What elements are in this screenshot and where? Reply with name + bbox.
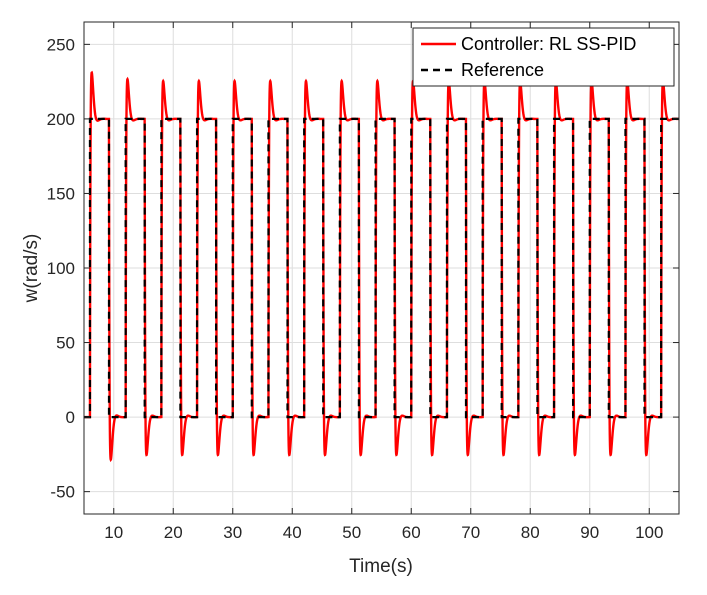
x-axis-label: Time(s) [349,556,413,577]
x-tick-label: 80 [521,523,540,542]
series-line-reference [84,117,679,419]
x-tick-label: 50 [342,523,361,542]
y-tick-label: 0 [66,408,75,427]
x-tick-label: 30 [223,523,242,542]
legend-label-reference: Reference [461,60,544,80]
legend: Controller: RL SS-PID Reference [412,27,675,87]
x-tick-label: 40 [283,523,302,542]
x-axis-ticks: 10 20 30 40 50 60 70 80 90 100 [104,22,663,542]
y-tick-label: 50 [56,334,75,353]
y-tick-label: 200 [47,110,75,129]
y-tick-label: -50 [50,483,75,502]
legend-box [412,27,675,87]
x-tick-label: 90 [580,523,599,542]
x-tick-label: 10 [104,523,123,542]
y-tick-label: 150 [47,184,75,203]
y-tick-label: 100 [47,259,75,278]
x-tick-label: 70 [461,523,480,542]
y-axis-label: w(rad/s) [21,234,42,304]
y-tick-label: 250 [47,35,75,54]
x-tick-label: 60 [402,523,421,542]
x-tick-label: 100 [635,523,663,542]
x-tick-label: 20 [164,523,183,542]
legend-label-controller: Controller: RL SS-PID [461,34,636,54]
y-axis-ticks: -50 0 50 100 150 200 250 [47,35,679,502]
series-layer [84,70,680,463]
